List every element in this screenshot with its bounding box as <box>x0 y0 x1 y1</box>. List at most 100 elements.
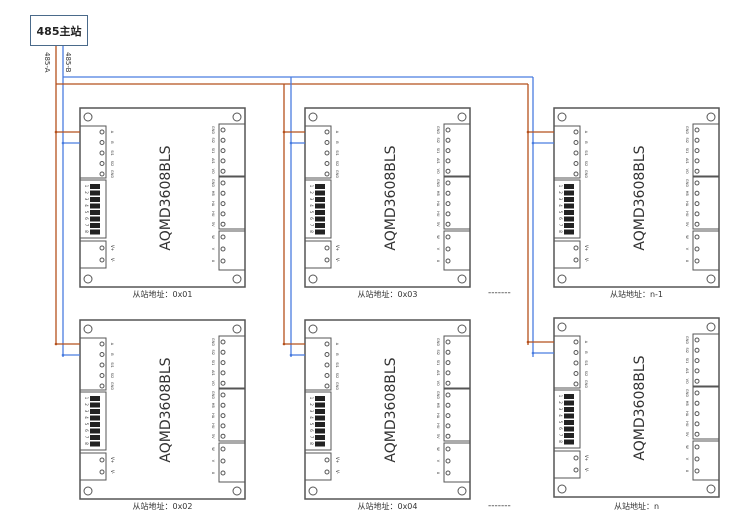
right-terminal-block <box>218 388 246 442</box>
pin-label: V- <box>110 470 115 475</box>
dip-number: 2 <box>84 191 89 194</box>
terminal-pin-icon <box>573 150 579 156</box>
power-terminal-block <box>553 450 581 479</box>
pin-label: 5V <box>436 222 440 227</box>
terminal-pin-icon <box>694 258 700 264</box>
dip-switch-icon <box>90 415 100 421</box>
terminal-pin-icon <box>694 190 700 196</box>
dip-number: 8 <box>84 230 89 233</box>
dip-number: 1 <box>84 185 89 188</box>
pin-label: W <box>211 235 215 239</box>
terminal-pin-icon <box>573 171 579 177</box>
mounting-hole-icon <box>308 324 318 334</box>
terminal-pin-icon <box>445 349 451 355</box>
pin-label: VO <box>436 169 440 174</box>
dip-number: 2 <box>309 403 314 406</box>
pin-label: SI1 <box>110 150 114 155</box>
dip-number: 6 <box>558 427 563 430</box>
terminal-pin-icon <box>99 245 105 251</box>
terminal-pin-icon <box>220 360 226 366</box>
pin-label: B <box>584 141 588 144</box>
dip-switch-icon <box>90 409 100 414</box>
dip-switch-icon <box>564 184 574 189</box>
dip-switch-icon <box>564 190 574 196</box>
right-terminal-block <box>692 123 720 177</box>
terminal-pin-icon <box>445 137 451 143</box>
pin-label: HB <box>436 191 440 197</box>
dip-switch-icon <box>564 400 574 406</box>
terminal-pin-icon <box>220 258 226 264</box>
mounting-hole-icon <box>83 324 93 334</box>
pin-label: AI1 <box>436 370 440 376</box>
terminal-pin-icon <box>694 390 700 396</box>
dip-number: 3 <box>309 198 314 201</box>
pin-label: GND <box>211 179 215 187</box>
dip-number: 8 <box>309 230 314 233</box>
dip-switch-icon <box>564 413 574 419</box>
pin-label: 5V <box>211 434 215 439</box>
pin-label: AI1 <box>211 370 215 376</box>
pin-label: V <box>436 460 440 463</box>
pin-label: GND <box>685 179 689 187</box>
pin-label: W <box>685 235 689 239</box>
terminal-pin-icon <box>220 370 226 376</box>
pin-label: SI2 <box>110 373 114 378</box>
terminal-pin-icon <box>324 469 330 475</box>
pin-label: SI1 <box>335 362 339 367</box>
right-terminal-block <box>443 442 471 483</box>
slave-address-5: 从站地址：n-1 <box>609 290 664 299</box>
terminal-pin-icon <box>445 339 451 345</box>
pin-label: SI1 <box>335 150 339 155</box>
dip-number: 5 <box>558 421 563 424</box>
terminal-pin-icon <box>324 161 330 166</box>
terminal-pin-icon <box>99 457 105 463</box>
dip-switch-icon <box>90 203 100 209</box>
terminal-pin-icon <box>445 370 451 376</box>
terminal-pin-icon <box>220 339 226 345</box>
pin-label: HA <box>436 201 440 207</box>
terminal-pin-icon <box>220 402 226 408</box>
dip-switch-block <box>553 389 581 449</box>
pin-label: VO <box>685 169 689 174</box>
dip-switch-icon <box>564 407 574 412</box>
ellipsis-row-2: ------- <box>488 501 511 511</box>
terminal-pin-icon <box>99 341 105 347</box>
board-model-label: AQMD3608BLS <box>632 145 648 250</box>
slave-board-4: A B SI1 SI2 GND 1 2 3 4 5 6 7 8 V+ V- GND SI2 SI1 AI1 VO GND… <box>282 319 471 500</box>
terminal-pin-icon <box>220 158 226 164</box>
pin-label: V+ <box>110 245 115 251</box>
terminal-pin-icon <box>445 168 451 174</box>
pin-label: V <box>685 458 689 461</box>
pin-label: SI2 <box>335 373 339 378</box>
dip-switch-icon <box>90 396 100 401</box>
terminal-pin-icon <box>445 234 451 240</box>
terminal-pin-icon <box>220 201 226 207</box>
terminal-pin-icon <box>573 350 579 355</box>
terminal-pin-icon <box>445 402 451 408</box>
terminal-pin-icon <box>324 457 330 463</box>
dip-switch-icon <box>315 402 325 408</box>
pin-label: W <box>436 447 440 451</box>
right-terminal-block <box>692 176 720 230</box>
right-terminal-block <box>692 333 720 387</box>
pin-label: SI1 <box>436 148 440 153</box>
dip-number: 4 <box>558 414 563 417</box>
mounting-hole-icon <box>706 322 716 332</box>
slave-address-1: 从站地址：0x01 <box>132 290 193 299</box>
terminal-pin-icon <box>99 161 105 166</box>
terminal-pin-icon <box>99 171 105 177</box>
slave-address-6: 从站地址：n <box>613 502 660 511</box>
pin-label: V- <box>110 258 115 263</box>
pin-label: GND <box>685 336 689 344</box>
pin-label: V- <box>335 258 340 263</box>
pin-label: GND <box>584 380 588 388</box>
pin-label: HU <box>685 211 689 217</box>
dip-number: 7 <box>558 224 563 227</box>
dip-number: 3 <box>84 410 89 413</box>
terminal-pin-icon <box>445 446 451 452</box>
dip-number: 6 <box>309 429 314 432</box>
terminal-pin-icon <box>573 161 579 166</box>
terminal-pin-icon <box>445 148 451 154</box>
terminal-pin-icon <box>445 380 451 386</box>
pin-label: GND <box>436 338 440 346</box>
